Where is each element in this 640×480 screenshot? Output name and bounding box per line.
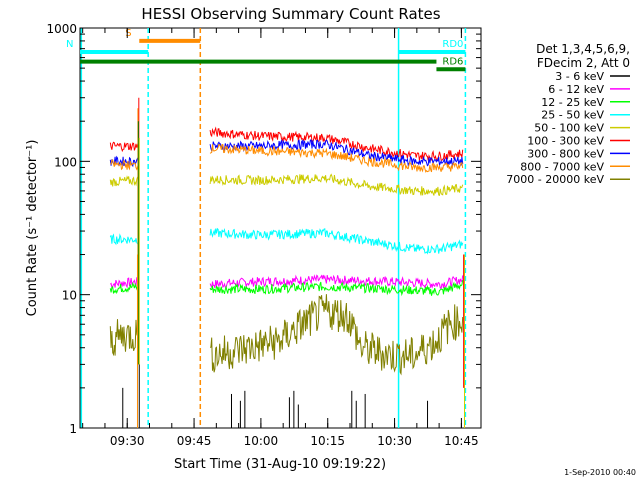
x-tick-label: 10:30 [377,434,412,448]
x-tick-label: 10:45 [444,434,479,448]
flag-label: RD0 [442,39,463,50]
legend-label: 800 - 7000 keV [520,160,604,173]
y-tick-label: 100 [54,155,77,169]
legend-label: 12 - 25 keV [541,96,604,109]
series-line [209,126,464,161]
footer-timestamp: 1-Sep-2010 00:40 [564,468,636,477]
x-tick-label: 09:30 [110,434,145,448]
legend: Det 1,3,4,5,6,9, FDecim 2, Att 0 3 - 6 k… [506,42,630,186]
series-line [209,173,464,196]
legend-label: 100 - 300 keV [527,135,604,148]
series-line [209,294,464,376]
series-line [109,175,139,187]
flag-label: RD6 [442,56,463,67]
legend-label: 6 - 12 keV [548,83,604,96]
legend-header-line: FDecim 2, Att 0 [537,56,630,70]
legend-label: 25 - 50 keV [541,109,604,122]
y-tick-label: 1 [69,422,77,436]
legend-label: 300 - 800 keV [527,147,604,160]
x-tick-label: 09:45 [177,434,212,448]
series-line [109,155,139,168]
series-line [109,281,139,295]
series-line [209,143,464,173]
series-line [209,139,464,167]
legend-label: 3 - 6 keV [555,70,604,83]
series-line [209,274,464,290]
plot-area [79,27,482,429]
x-axis-label: Start Time (31-Aug-10 09:19:22) [174,457,386,472]
legend-header-line: Det 1,3,4,5,6,9, [536,42,630,56]
series-line [109,141,139,153]
flag-label: N [66,39,73,50]
y-axis-label: Count Rate (s⁻¹ detector⁻¹) [25,140,40,317]
series-line [109,319,139,357]
series-line [110,159,139,171]
x-tick-label: 10:15 [310,434,345,448]
x-tick-label: 10:00 [244,434,279,448]
y-tick-label: 10 [62,289,77,303]
legend-label: 7000 - 20000 keV [506,173,604,186]
legend-label: 50 - 100 keV [534,122,604,135]
series-line [109,233,139,246]
series-line [209,280,464,297]
chart-title: HESSI Observing Summary Count Rates [141,5,440,23]
series-line [109,277,139,289]
y-tick-label: 1000 [46,22,77,36]
flag-label: S [125,28,131,39]
series-line [209,227,464,255]
